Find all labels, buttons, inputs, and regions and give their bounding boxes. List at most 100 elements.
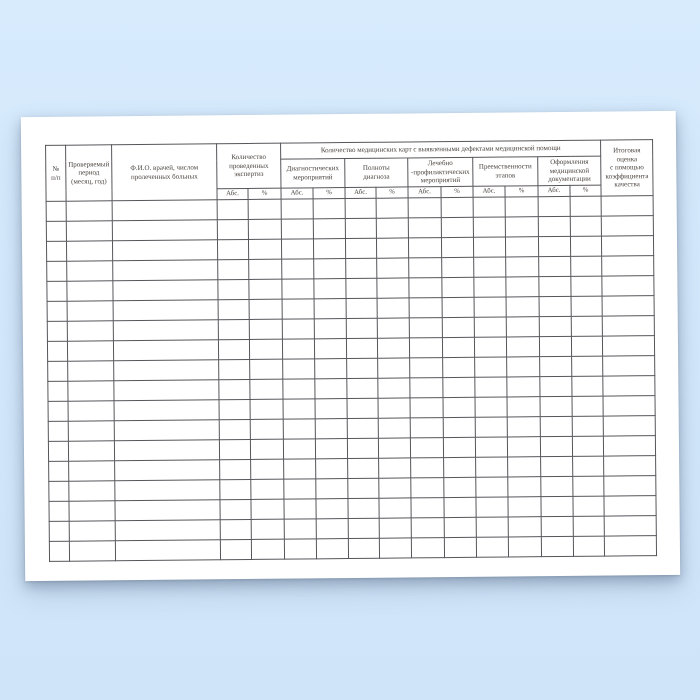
- col-header-pct: %: [569, 185, 602, 197]
- table-cell: [315, 498, 349, 519]
- table-cell: [345, 258, 377, 279]
- table-cell: [66, 200, 113, 222]
- table-cell: [441, 277, 475, 298]
- table-cell: [603, 435, 656, 457]
- col-header-num: № п/п: [45, 145, 67, 202]
- table-cell: [474, 357, 507, 378]
- table-cell: [249, 339, 283, 360]
- table-cell: [604, 515, 657, 537]
- table-cell: [505, 196, 539, 218]
- table-cell: [474, 317, 507, 338]
- table-cell: [378, 477, 411, 499]
- table-cell: [48, 461, 69, 482]
- table-cell: [601, 235, 654, 257]
- col-header-abs: Абс.: [537, 185, 571, 197]
- table-cell: [46, 261, 67, 282]
- col-header-sub-continuity: Преемственности этапов: [472, 156, 538, 187]
- table-cell: [66, 280, 114, 302]
- col-header-abs: Абс.: [472, 186, 506, 198]
- table-cell: [409, 377, 444, 398]
- table-cell: [68, 460, 115, 482]
- table-cell: [444, 537, 477, 558]
- table-cell: [248, 239, 282, 260]
- table-cell: [281, 258, 314, 280]
- table-cell: [506, 336, 540, 358]
- table-cell: [249, 359, 283, 380]
- table-cell: [473, 237, 506, 258]
- col-header-pct: %: [440, 186, 474, 198]
- table-cell: [314, 298, 347, 319]
- table-cell: [115, 539, 221, 561]
- table-cell: [539, 376, 573, 397]
- table-cell: [507, 496, 542, 517]
- table-cell: [114, 459, 220, 481]
- table-cell: [602, 295, 655, 317]
- table-cell: [540, 456, 573, 477]
- table-cell: [48, 441, 69, 462]
- table-cell: [251, 519, 285, 540]
- table-cell: [347, 418, 379, 439]
- table-cell: [248, 279, 283, 300]
- table-cell: [281, 218, 314, 240]
- table-cell: [218, 299, 250, 320]
- table-cell: [315, 438, 348, 459]
- table-cell: [602, 355, 655, 377]
- table-cell: [250, 459, 284, 480]
- table-cell: [376, 277, 410, 299]
- table-cell: [313, 198, 346, 219]
- table-cell: [507, 476, 541, 497]
- table-cell: [475, 496, 509, 518]
- table-cell: [281, 238, 314, 260]
- table-cell: [346, 298, 378, 319]
- table-cell: [538, 236, 571, 257]
- table-cell: [442, 377, 476, 398]
- table-cell: [538, 216, 571, 237]
- table-cell: [282, 298, 315, 320]
- table-cell: [284, 518, 317, 540]
- table-cell: [507, 456, 541, 477]
- table-cell: [218, 379, 251, 400]
- paper-sheet: № п/п Проверяемый период (месяц, год) Ф.…: [20, 110, 681, 582]
- table-cell: [540, 416, 573, 437]
- table-cell: [473, 217, 506, 238]
- table-cell: [347, 438, 379, 459]
- table-cell: [507, 416, 541, 437]
- table-cell: [473, 277, 507, 298]
- col-header-abs: Абс.: [344, 187, 377, 199]
- table-cell: [46, 241, 67, 262]
- table-cell: [283, 438, 316, 460]
- table-cell: [572, 436, 604, 457]
- table-cell: [539, 336, 572, 357]
- table-cell: [378, 397, 411, 419]
- table-cell: [441, 197, 474, 218]
- table-cell: [347, 398, 379, 419]
- table-cell: [48, 401, 69, 422]
- table-cell: [378, 457, 411, 479]
- table-cell: [443, 417, 476, 438]
- table-cell: [507, 396, 541, 417]
- table-cell: [315, 398, 348, 419]
- table-cell: [217, 239, 249, 260]
- table-cell: [47, 321, 68, 342]
- table-cell: [377, 357, 410, 379]
- table-cell: [313, 218, 346, 239]
- table-cell: [46, 281, 68, 302]
- table-cell: [602, 315, 655, 337]
- col-header-sub-diagnosis: Полноты диагноза: [344, 157, 408, 188]
- table-cell: [475, 476, 508, 498]
- table-cell: [604, 535, 657, 557]
- table-cell: [345, 198, 377, 219]
- table-cell: [281, 278, 315, 300]
- table-cell: [507, 436, 541, 457]
- table-cell: [114, 499, 221, 521]
- table-cell: [573, 516, 605, 537]
- col-header-period: Проверяемый период (месяц, год): [65, 144, 113, 202]
- table-cell: [313, 238, 346, 259]
- table-cell: [443, 497, 477, 518]
- table-cell: [378, 417, 411, 439]
- table-cell: [249, 299, 283, 320]
- table-cell: [473, 257, 506, 278]
- table-cell: [47, 301, 68, 322]
- table-cell: [376, 197, 409, 219]
- table-cell: [218, 339, 250, 360]
